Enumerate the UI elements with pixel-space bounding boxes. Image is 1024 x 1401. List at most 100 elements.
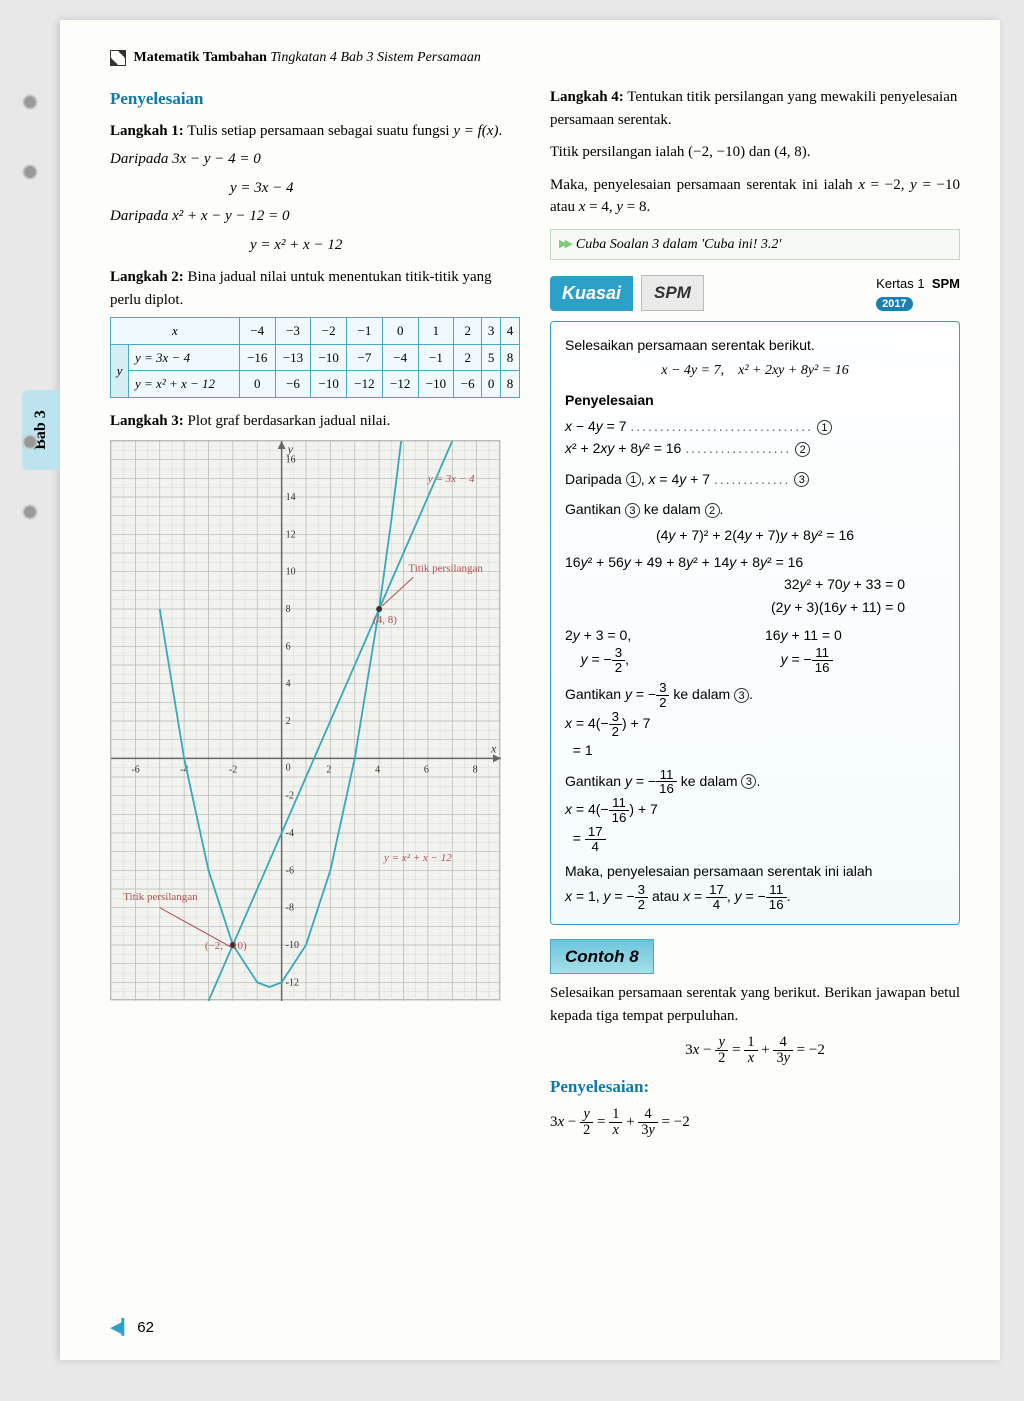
langkah2-label: Langkah 2: [110, 269, 184, 285]
maka-text: Maka, penyelesaian persamaan serentak in… [550, 174, 960, 219]
graph-svg: xy-6-4-22468-12-10-8-6-4-22468101214160(… [111, 441, 501, 1001]
langkah1-text: Tulis setiap persamaan sebagai suatu fun… [187, 123, 502, 139]
step2: x² + 2xy + 8y² = 16 .................. 2 [565, 437, 945, 459]
spiral-binding [10, 0, 50, 1340]
kuasai-box: Selesaikan persamaan serentak berikut. x… [550, 321, 960, 925]
contoh-text: Selesaikan persamaan serentak yang berik… [550, 982, 960, 1027]
header-grade: Tingkatan 4 [270, 50, 337, 65]
x2res: = 174 [565, 825, 945, 854]
g3: Gantikan y = −1116 ke dalam 3. [565, 768, 945, 797]
solve-left: 2y + 3 = 0, y = −32, [565, 624, 745, 675]
left-column: Penyelesaian Langkah 1: Tulis setiap per… [110, 86, 520, 1138]
eq1a: Daripada 3x − y − 4 = 0 [110, 148, 520, 171]
svg-text:-10: -10 [286, 940, 299, 951]
y-header: y [111, 344, 129, 397]
svg-text:4: 4 [375, 765, 380, 776]
spm-badge: SPM [641, 275, 704, 311]
w4: (2y + 3)(16y + 11) = 0 [565, 596, 945, 618]
svg-text:8: 8 [286, 604, 291, 615]
svg-text:Titik persilangan: Titik persilangan [408, 563, 483, 575]
header-title: Matematik Tambahan [134, 50, 267, 65]
svg-text:0: 0 [286, 763, 291, 774]
svg-text:-2: -2 [286, 791, 294, 802]
solve-right: 16y + 11 = 0 y = −1116 [765, 624, 945, 675]
svg-text:-6: -6 [131, 765, 139, 776]
langkah3: Langkah 3: Plot graf berdasarkan jadual … [110, 410, 520, 433]
svg-text:6: 6 [424, 765, 429, 776]
w3: 32y² + 70y + 33 = 0 [565, 573, 945, 595]
x2calc: x = 4(−1116) + 7 [565, 796, 945, 825]
x1res: = 1 [565, 739, 945, 761]
eq2b: y = x² + x − 12 [250, 234, 520, 257]
langkah1-label: Langkah 1: [110, 123, 184, 139]
eq2a: Daripada x² + x − y − 12 = 0 [110, 205, 520, 228]
header-chapter: Bab 3 Sistem Persamaan [340, 50, 480, 65]
svg-text:6: 6 [286, 642, 291, 653]
svg-text:4: 4 [286, 679, 291, 690]
svg-text:10: 10 [286, 567, 296, 578]
w2: 16y² + 56y + 49 + 8y² + 14y + 8y² = 16 [565, 551, 945, 573]
svg-text:-2: -2 [229, 765, 237, 776]
svg-text:-4: -4 [286, 828, 294, 839]
langkah2: Langkah 2: Bina jadual nilai untuk menen… [110, 266, 520, 311]
kuasai-peny: Penyelesaian [565, 389, 945, 411]
step3: Daripada 1, x = 4y + 7 ............. 3 [565, 468, 945, 490]
spm-year-pill: 2017 [876, 297, 912, 311]
svg-text:14: 14 [286, 492, 296, 503]
step1: x − 4y = 7 .............................… [565, 415, 945, 437]
svg-text:12: 12 [286, 530, 296, 541]
kertas-info: Kertas 1 SPM 2017 [876, 274, 960, 313]
page-number: ◀▎ 62 [110, 1318, 154, 1336]
kuasai-header: Kuasai SPM Kertas 1 SPM 2017 [550, 274, 960, 313]
kuasai-prompt: Selesaikan persamaan serentak berikut. [565, 334, 945, 356]
svg-text:y = x² + x − 12: y = x² + x − 12 [383, 852, 452, 864]
right-column: Langkah 4: Tentukan titik persilangan ya… [550, 86, 960, 1138]
langkah4: Langkah 4: Tentukan titik persilangan ya… [550, 86, 960, 131]
langkah3-label: Langkah 3: [110, 413, 184, 429]
solve-cols: 2y + 3 = 0, y = −32, 16y + 11 = 0 y = −1… [565, 624, 945, 675]
cuba-box: Cuba Soalan 3 dalam 'Cuba ini! 3.2' [550, 229, 960, 260]
row2-label: y = x² + x − 12 [129, 371, 240, 398]
langkah3-text: Plot graf berdasarkan jadual nilai. [188, 413, 391, 429]
penyelesaian-title: Penyelesaian [110, 86, 520, 112]
svg-text:-6: -6 [286, 866, 294, 877]
langkah1: Langkah 1: Tulis setiap persamaan sebaga… [110, 120, 520, 143]
final: x = 1, y = −32 atau x = 174, y = −1116. [565, 883, 945, 912]
contoh-badge: Contoh 8 [550, 939, 654, 975]
publisher-logo-icon [110, 50, 126, 66]
value-table: x −4 −3 −2 −1 0 1 2 3 4 y y = 3x − 4 −16… [110, 317, 520, 398]
svg-text:2: 2 [286, 716, 291, 727]
contoh-eq: 3x − y2 = 1x + 43y = −2 [550, 1035, 960, 1066]
x-header: x [111, 318, 240, 345]
w1: (4y + 7)² + 2(4y + 7)y + 8y² = 16 [565, 524, 945, 546]
content-columns: Penyelesaian Langkah 1: Tulis setiap per… [110, 86, 960, 1138]
svg-text:-12: -12 [286, 978, 299, 989]
svg-text:(−2, −10): (−2, −10) [205, 940, 247, 952]
contoh-eq2: 3x − y2 = 1x + 43y = −2 [550, 1107, 960, 1138]
page-header: Matematik Tambahan Tingkatan 4 Bab 3 Sis… [110, 50, 960, 66]
svg-text:x: x [490, 742, 497, 756]
svg-text:Titik persilangan: Titik persilangan [123, 891, 198, 903]
contoh-peny: Penyelesaian: [550, 1074, 960, 1100]
titik-text: Titik persilangan ialah (−2, −10) dan (4… [550, 141, 960, 164]
svg-text:-8: -8 [286, 903, 294, 914]
svg-text:16: 16 [286, 455, 296, 466]
page-marker-icon: ◀▎ [110, 1319, 133, 1336]
svg-text:8: 8 [473, 765, 478, 776]
kuasai-eqs: x − 4y = 7, x² + 2xy + 8y² = 16 [565, 360, 945, 382]
x1calc: x = 4(−32) + 7 [565, 710, 945, 739]
langkah4-label: Langkah 4: [550, 89, 624, 105]
page: Bab 3 Matematik Tambahan Tingkatan 4 Bab… [60, 20, 1000, 1360]
step4: Gantikan 3 ke dalam 2. [565, 498, 945, 520]
svg-text:2: 2 [326, 765, 331, 776]
cuba-text: Cuba Soalan 3 dalam 'Cuba ini! 3.2' [576, 234, 782, 255]
svg-text:y = 3x − 4: y = 3x − 4 [427, 473, 475, 485]
g2: Gantikan y = −32 ke dalam 3. [565, 681, 945, 710]
row1-label: y = 3x − 4 [129, 344, 240, 371]
svg-text:(4, 8): (4, 8) [373, 614, 397, 626]
graph: xy-6-4-22468-12-10-8-6-4-22468101214160(… [110, 440, 500, 1000]
page-number-value: 62 [137, 1319, 154, 1336]
maka2: Maka, penyelesaian persamaan serentak in… [565, 860, 945, 882]
eq1b: y = 3x − 4 [230, 177, 520, 200]
kuasai-badge: Kuasai [550, 276, 633, 311]
